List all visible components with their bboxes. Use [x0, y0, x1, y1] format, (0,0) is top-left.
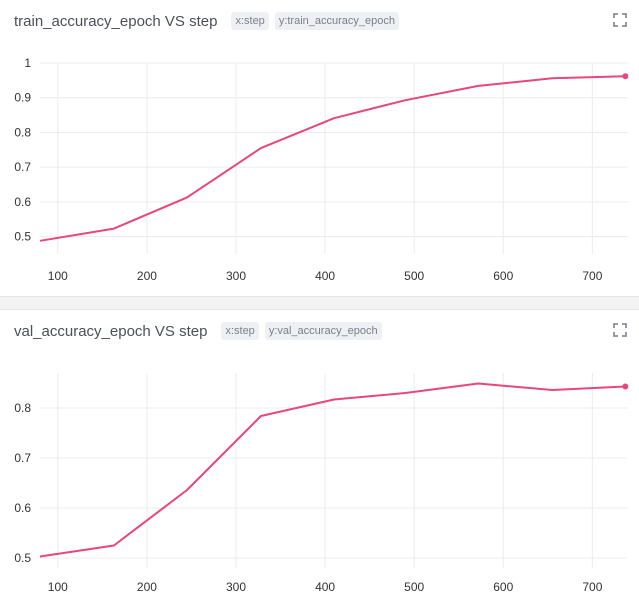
last-point-marker: [622, 73, 629, 80]
x-tick-label: 100: [48, 269, 68, 283]
x-tick-label: 600: [493, 580, 513, 594]
y-tick-label: 0.8: [14, 401, 31, 415]
y-tick-label: 0.8: [14, 125, 31, 139]
x-tick-label: 700: [582, 269, 602, 283]
x-tick-label: 500: [404, 269, 424, 283]
x-tick-label: 600: [493, 269, 513, 283]
y-tick-label: 0.6: [14, 501, 31, 515]
y-tick-label: 0.7: [14, 160, 31, 174]
x-tick-label: 300: [226, 269, 246, 283]
chart-title: train_accuracy_epoch VS step: [14, 12, 218, 30]
series-line: [39, 382, 626, 558]
expand-icon[interactable]: [613, 13, 627, 27]
expand-icon[interactable]: [613, 323, 627, 337]
x-tick-label: 700: [582, 580, 602, 594]
x-tick-label: 500: [404, 580, 424, 594]
y-tick-label: 0.7: [14, 451, 31, 465]
y-tick-label: 0.5: [14, 551, 31, 565]
last-point-marker: [622, 383, 629, 390]
y-tick-label: 0.6: [14, 195, 31, 209]
x-tick-label: 300: [226, 580, 246, 594]
y-axis-badge: y:train_accuracy_epoch: [274, 12, 399, 30]
y-tick-label: 1: [24, 56, 31, 70]
line-chart-val: 100 200 300 400 500 600 700 0.5 0.6 0.7 0.8: [14, 373, 629, 594]
y-axis-badge: y:val_accuracy_epoch: [264, 322, 382, 340]
chart-title: val_accuracy_epoch VS step: [14, 322, 208, 340]
x-tick-label: 200: [137, 580, 157, 594]
x-axis-badge: x:step: [231, 12, 269, 30]
chart-panel-val: val_accuracy_epoch VS step x:step y:val_…: [0, 310, 639, 601]
chart-header: val_accuracy_epoch VS step x:step y:val_…: [14, 320, 382, 342]
x-tick-label: 200: [137, 269, 157, 283]
chart-panel-train: train_accuracy_epoch VS step x:step y:tr…: [0, 0, 639, 296]
y-tick-label: 0.9: [14, 91, 31, 105]
chart-header: train_accuracy_epoch VS step x:step y:tr…: [14, 10, 399, 32]
y-tick-label: 0.5: [14, 230, 31, 244]
panel-divider: [0, 296, 639, 310]
x-axis-badge: x:step: [221, 322, 259, 340]
x-tick-label: 400: [315, 580, 335, 594]
line-chart-train: 100 200 300 400 500 600 700 0.5 0.6 0.7 0.8 0.9 1: [14, 56, 629, 283]
x-tick-label: 100: [48, 580, 68, 594]
x-tick-label: 400: [315, 269, 335, 283]
series-line: [39, 75, 626, 242]
